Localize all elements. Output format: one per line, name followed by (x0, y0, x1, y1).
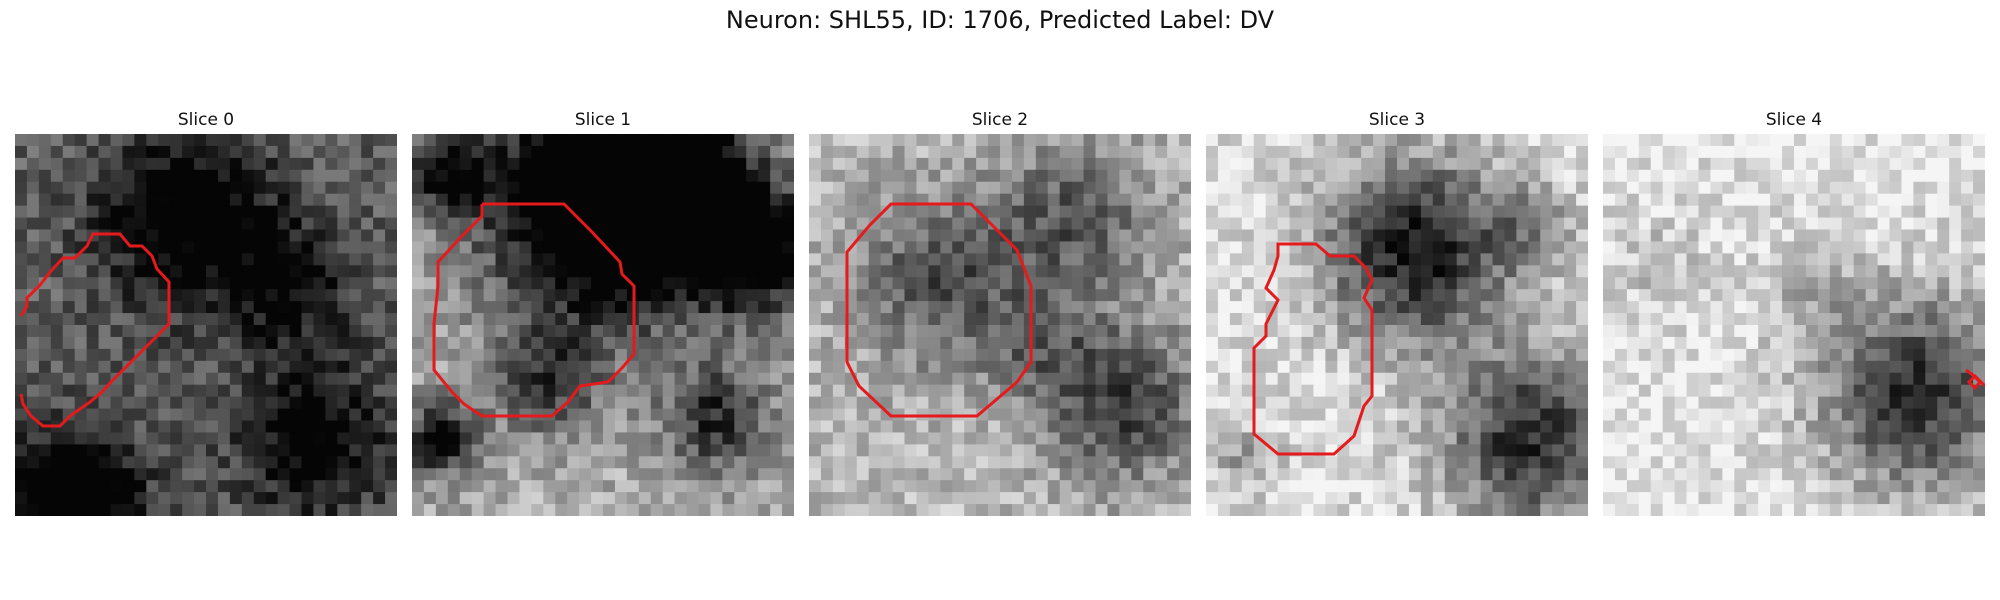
slice-title: Slice 4 (1765, 110, 1823, 130)
slice-image (1603, 134, 1985, 516)
roi-contour (19, 232, 171, 428)
slice-title: Slice 0 (177, 110, 235, 130)
slice-image (1206, 134, 1588, 516)
roi-contour (1965, 368, 1985, 391)
slice-3-svg (1206, 134, 1588, 516)
slice-0-svg (15, 134, 397, 516)
slice-image (412, 134, 794, 516)
slice-title: Slice 3 (1368, 110, 1426, 130)
roi-contour (845, 202, 1033, 418)
slice-1-svg (412, 134, 794, 516)
slice-2-svg (809, 134, 1191, 516)
slice-title: Slice 1 (574, 110, 632, 130)
slice-image (15, 134, 397, 516)
slice-4-svg (1603, 134, 1985, 516)
roi-contour (432, 202, 636, 418)
slice-image (809, 134, 1191, 516)
slice-title: Slice 2 (971, 110, 1029, 130)
figure-title: Neuron: SHL55, ID: 1706, Predicted Label… (725, 6, 1275, 34)
roi-contour (1252, 242, 1374, 456)
